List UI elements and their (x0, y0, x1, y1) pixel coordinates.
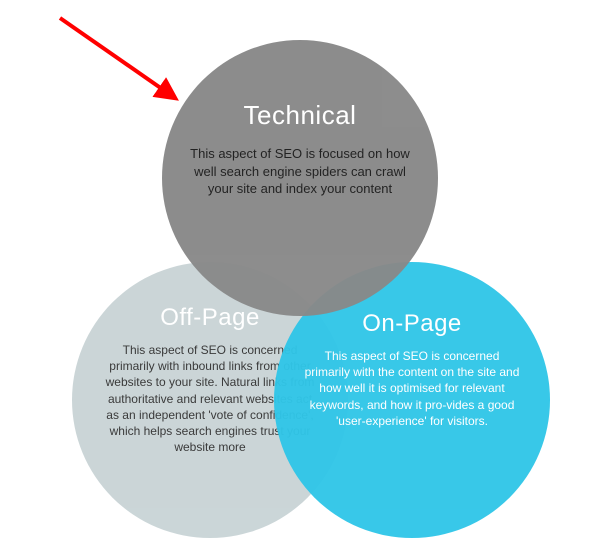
on-page-title: On-Page (304, 310, 520, 338)
venn-diagram: Off-Page This aspect of SEO is concerned… (0, 0, 601, 545)
on-page-desc: This aspect of SEO is concerned primaril… (304, 348, 520, 429)
circle-technical: Technical This aspect of SEO is focused … (162, 40, 438, 316)
technical-title: Technical (184, 100, 416, 131)
technical-desc: This aspect of SEO is focused on how wel… (184, 145, 416, 198)
